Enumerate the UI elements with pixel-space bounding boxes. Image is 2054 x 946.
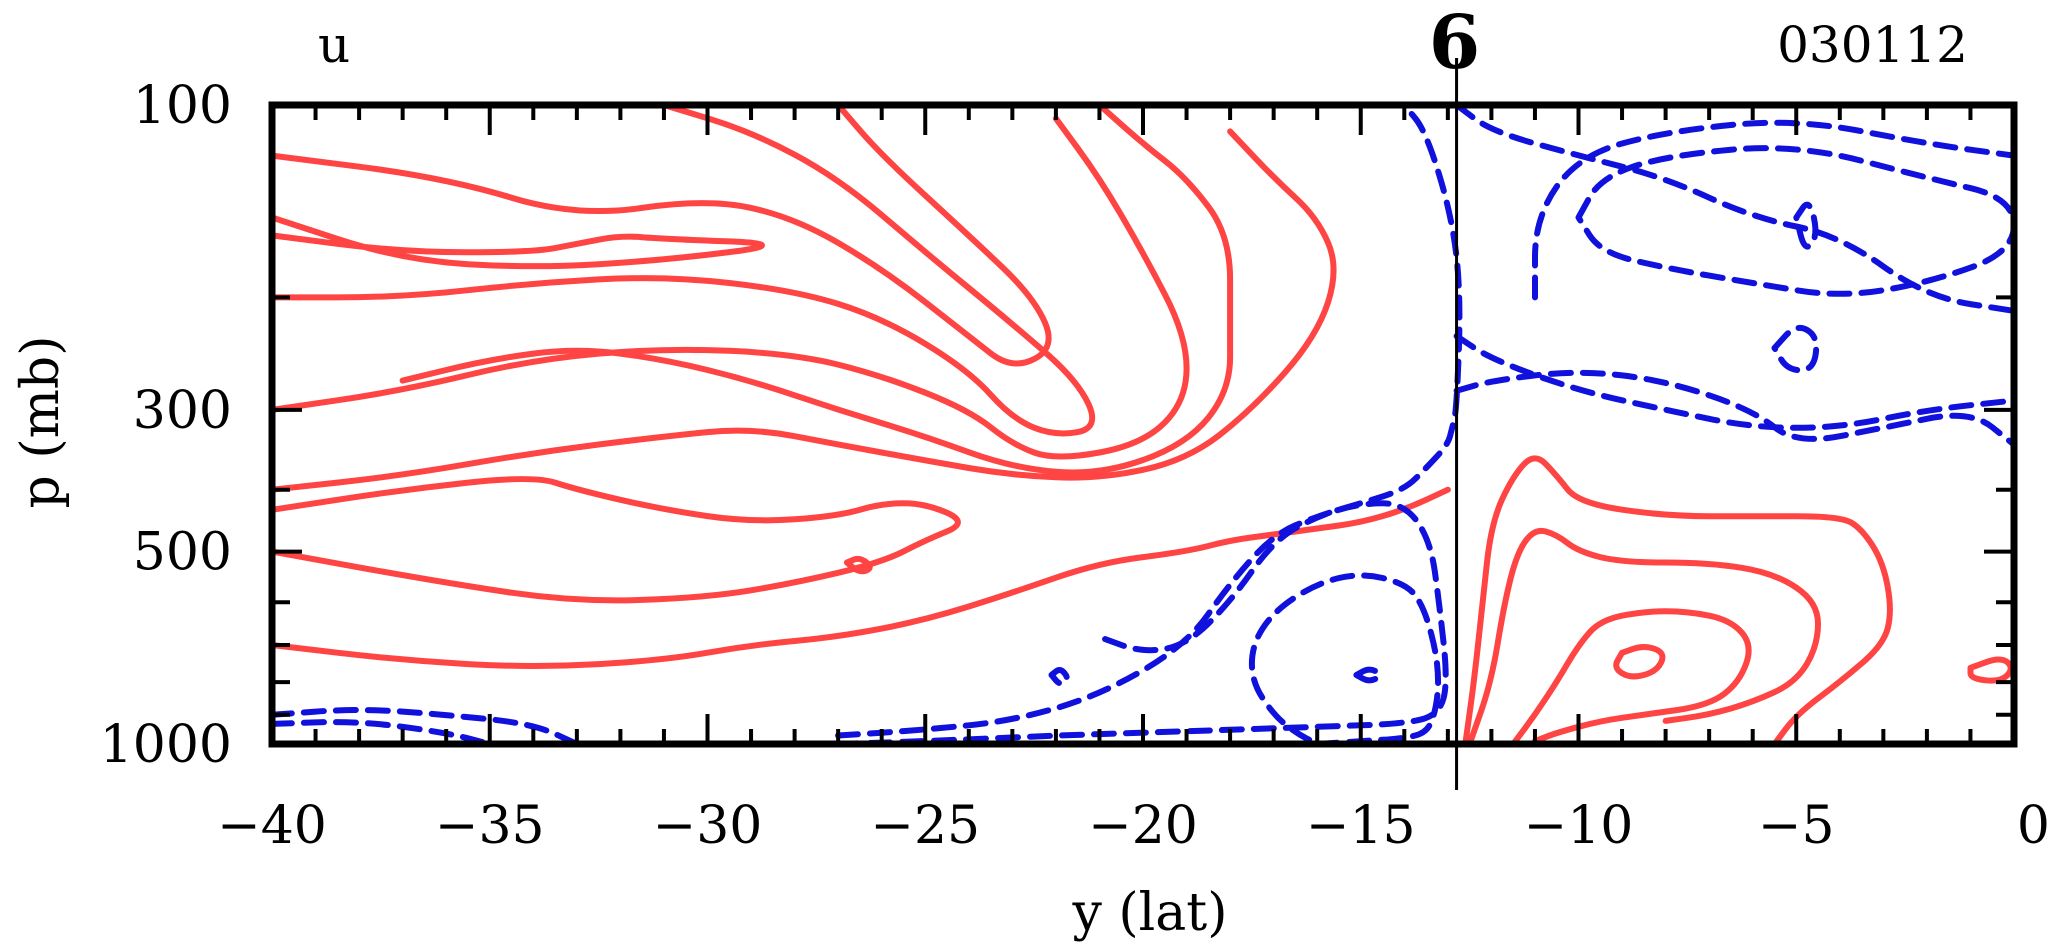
variable-label: u (318, 16, 350, 74)
contour-positive-4 (399, 102, 1234, 476)
x-tick-label: −15 (1306, 796, 1416, 856)
contour-positive-13 (1967, 656, 2014, 684)
contour-positive-7 (269, 486, 1451, 669)
y-tick-label: 100 (133, 76, 232, 136)
contour-positive-5 (269, 128, 1337, 493)
contour-positive-2 (269, 102, 1096, 437)
contour-negative-21 (1453, 102, 2017, 314)
y-tick-labels: 100 300 500 1000 (100, 76, 232, 775)
contour-negative-27 (1771, 324, 1820, 374)
contour-positive-6 (269, 476, 961, 604)
marker-label: 6 (1429, 0, 1481, 86)
y-tick-label: 500 (133, 523, 232, 583)
contour-negative-26 (1793, 201, 1819, 250)
x-tick-label: −35 (435, 796, 545, 856)
contour-positive-10 (1466, 527, 1821, 747)
contour-positive-12 (1613, 643, 1666, 680)
contour-positive-3 (269, 115, 1190, 460)
contour-positive-1 (269, 214, 765, 270)
x-tick-labels: −40 −35 −30 −25 −20 −15 −10 −5 0 (217, 796, 2050, 856)
contour-positive-0 (269, 102, 1052, 367)
contour-positive-11 (1510, 608, 1752, 747)
y-tick-label: 300 (133, 381, 232, 441)
x-tick-label: −5 (1758, 796, 1835, 856)
contour-negative-19 (1353, 666, 1383, 684)
contour-negative-24 (1531, 119, 2017, 301)
contour-lines (269, 102, 2017, 747)
x-tick-label: −40 (217, 796, 327, 856)
contour-positive-8 (843, 555, 873, 575)
x-tick-label: −20 (1088, 796, 1198, 856)
contour-negative-18 (1248, 572, 1442, 747)
contour-negative-23 (1453, 369, 2017, 448)
date-label: 030112 (1777, 16, 1968, 74)
contour-positive-9 (1462, 455, 1893, 747)
x-tick-label: 0 (2017, 796, 2050, 856)
contour-negative-22 (1453, 333, 2017, 431)
x-tick-label: −30 (653, 796, 763, 856)
x-tick-label: −10 (1524, 796, 1634, 856)
x-axis-label: y (lat) (1071, 883, 1227, 943)
x-tick-label: −25 (870, 796, 980, 856)
contour-negative-20 (1048, 666, 1070, 687)
contour-negative-17 (835, 500, 1449, 747)
axis-ticks (270, 103, 2016, 746)
y-axis-label: p (mb) (11, 336, 71, 509)
contour-negative-14 (269, 707, 580, 747)
y-tick-label: 1000 (100, 715, 232, 775)
